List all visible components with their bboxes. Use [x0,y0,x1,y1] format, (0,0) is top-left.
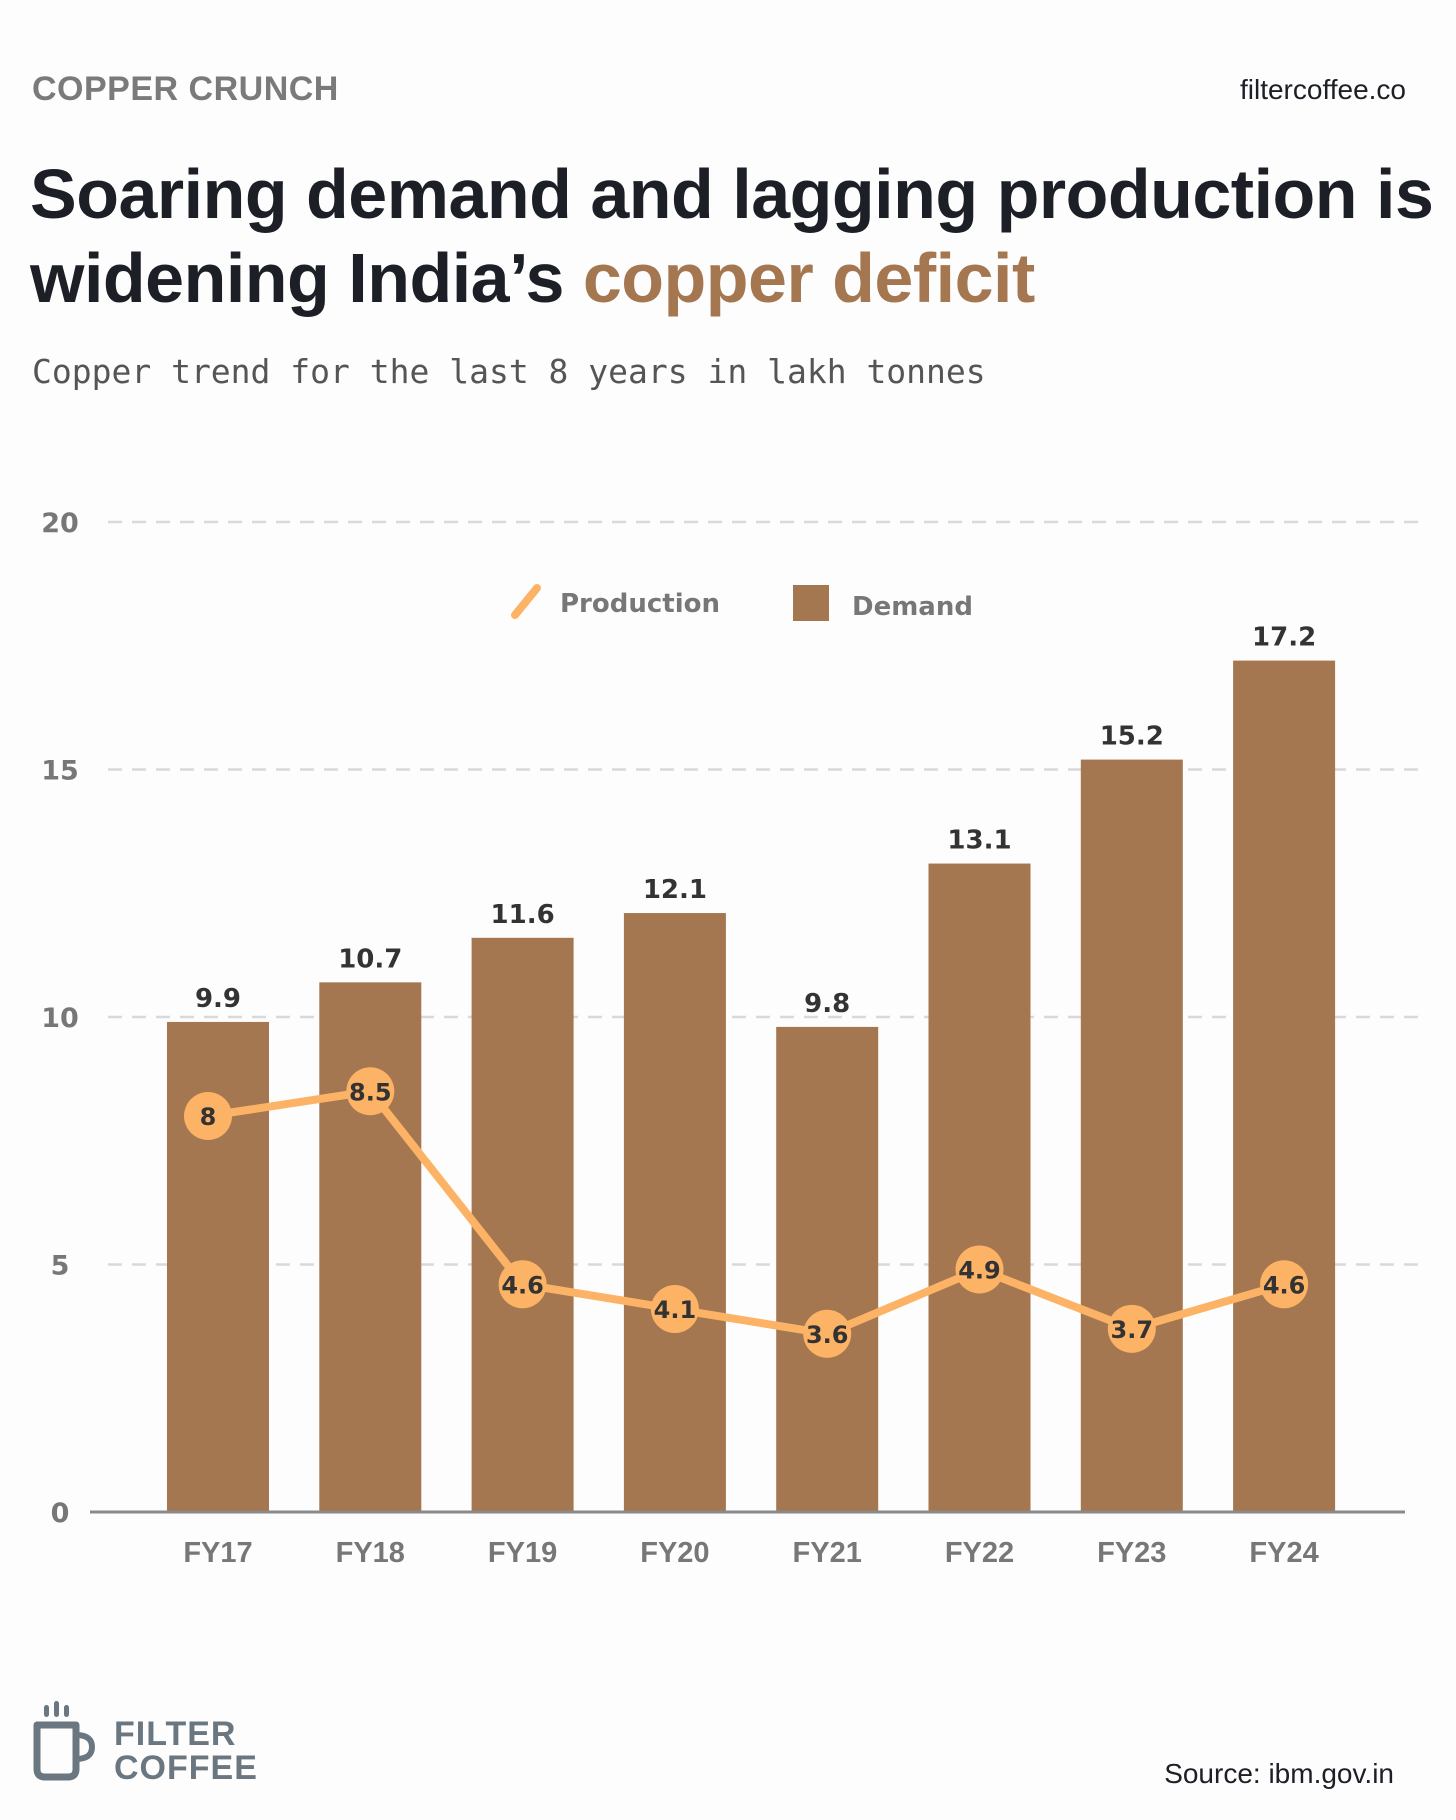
coffee-mug-icon [33,1701,96,1781]
production-value-label: 8 [200,1103,217,1131]
brand-line-1: FILTER [114,1715,237,1753]
production-value-label: 4.6 [1263,1271,1306,1299]
legend-demand-swatch [793,585,829,621]
demand-bar [928,863,1031,1512]
x-tick-label: FY18 [336,1537,405,1569]
production-point [803,1309,852,1358]
production-value-label: 3.6 [806,1321,849,1349]
x-tick-label: FY22 [945,1537,1014,1569]
demand-value-label: 15.2 [1100,722,1164,752]
brand-logo: FILTER COFFEE [32,1697,292,1787]
demand-value-label: 11.6 [491,900,555,930]
production-point [184,1092,232,1140]
x-tick-label: FY20 [640,1537,709,1569]
site-url: filtercoffee.co [1239,74,1406,105]
demand-bar [776,1026,879,1512]
demand-bar [319,982,422,1512]
demand-value-label: 17.2 [1252,623,1316,653]
brand-line-2: COFFEE [114,1749,258,1787]
copper-chart: 0 5 10 15 20 9.9 10.7 11.6 12.1 9.8 13.1 15.2 17.2 FY… [41,508,1420,1569]
demand-bar [623,913,726,1512]
production-point [346,1067,395,1116]
demand-value-label: 9.8 [804,989,850,1019]
legend-production-swatch [511,584,541,619]
brand-name: FILTER COFFEE [114,1717,258,1785]
x-tick-label: FY17 [183,1537,252,1569]
production-point [1107,1304,1156,1353]
production-value-label: 4.9 [958,1256,1001,1284]
source-note: Source: ibm.gov.in [1164,1758,1394,1789]
chart-subtitle: Copper trend for the last 8 years in lak… [32,352,986,391]
production-point [650,1285,699,1334]
demand-bar [1080,759,1183,1512]
x-tick-label: FY21 [793,1537,862,1569]
y-tick-label: 0 [51,1498,70,1529]
y-tick-label: 15 [41,756,79,787]
production-line [204,1087,1289,1338]
x-tick-label: FY19 [488,1537,557,1569]
chart-headline: Soaring demand and lagging production is… [30,152,1450,320]
demand-bar [471,937,574,1512]
production-value-label: 4.6 [501,1271,544,1299]
demand-value-label: 10.7 [338,944,402,974]
legend-production-label: Production [560,589,720,619]
demand-value-label: 9.9 [195,984,241,1014]
production-point [1260,1260,1309,1309]
demand-bar [1233,660,1336,1512]
y-tick-label: 10 [41,1003,79,1034]
y-tick-label: 20 [41,508,79,539]
demand-value-label: 12.1 [643,875,707,905]
demand-value-label: 13.1 [947,826,1011,856]
x-tick-label: FY24 [1249,1537,1318,1569]
legend-demand-label: Demand [852,592,973,622]
production-point [955,1245,1004,1294]
headline-main: Soaring demand and lagging production is… [30,155,1434,317]
chart-kicker: COPPER CRUNCH [32,70,339,108]
x-tick-label: FY23 [1097,1537,1166,1569]
production-value-label: 8.5 [349,1078,392,1106]
production-point [498,1260,547,1309]
headline-accent: copper deficit [582,239,1035,317]
production-value-label: 4.1 [654,1296,697,1324]
production-value-label: 3.7 [1111,1316,1154,1344]
y-tick-label: 5 [51,1251,70,1282]
